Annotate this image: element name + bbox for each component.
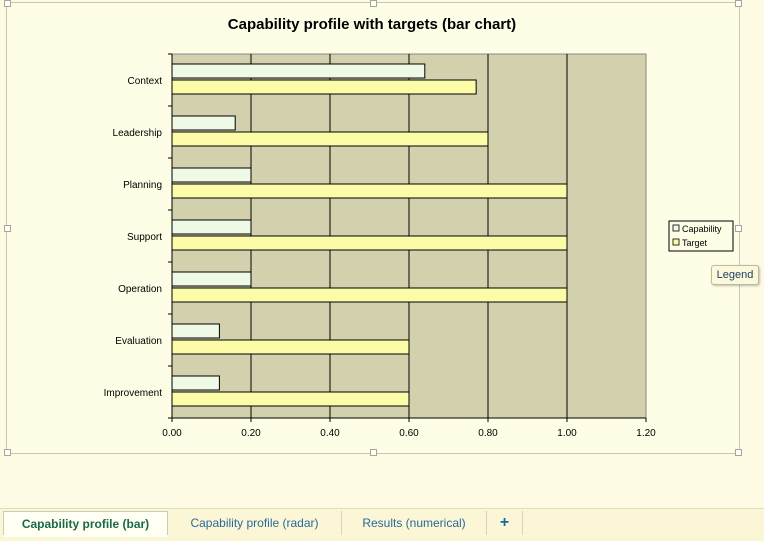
resize-handle-left[interactable] xyxy=(4,225,11,232)
bar-capability xyxy=(171,271,252,287)
bar-capability xyxy=(171,219,252,235)
bar-capability xyxy=(171,115,236,131)
bar-target xyxy=(171,79,477,95)
bar-capability xyxy=(171,167,252,183)
y-tick-label: Evaluation xyxy=(115,336,162,347)
bar-target xyxy=(171,235,568,251)
resize-handle-bottom-right[interactable] xyxy=(735,449,742,456)
x-tick-label: 0.80 xyxy=(478,428,498,439)
y-tick-label: Context xyxy=(128,76,163,87)
chart-title: Capability profile with targets (bar cha… xyxy=(228,16,516,33)
y-tick-label: Leadership xyxy=(113,128,163,139)
x-tick-label: 1.00 xyxy=(557,428,577,439)
resize-handle-top-right[interactable] xyxy=(735,0,742,7)
x-tick-label: 1.20 xyxy=(636,428,656,439)
legend-swatch-capability xyxy=(672,224,680,232)
y-tick-label: Improvement xyxy=(104,388,163,399)
tab-capability-profile-radar[interactable]: Capability profile (radar) xyxy=(168,511,342,535)
x-tick-label: 0.40 xyxy=(320,428,340,439)
legend-label-target: Target xyxy=(682,238,708,248)
tab-capability-profile-bar[interactable]: Capability profile (bar) xyxy=(3,511,168,535)
x-tick-label: 0.60 xyxy=(399,428,419,439)
resize-handle-top-left[interactable] xyxy=(4,0,11,7)
resize-handle-top[interactable] xyxy=(370,0,377,7)
bar-capability xyxy=(171,323,220,339)
legend-label-capability: Capability xyxy=(682,224,722,234)
legend-box xyxy=(668,220,734,252)
tab-results-numerical[interactable]: Results (numerical) xyxy=(342,511,487,535)
add-sheet-button[interactable]: + xyxy=(487,511,523,535)
bar-target xyxy=(171,183,568,199)
y-tick-label: Planning xyxy=(123,180,162,191)
y-tick-label: Operation xyxy=(118,284,162,295)
y-tick-label: Support xyxy=(127,232,162,243)
bar-target xyxy=(171,131,489,147)
resize-handle-bottom-left[interactable] xyxy=(4,449,11,456)
legend-tooltip: Legend xyxy=(711,265,759,285)
x-tick-label: 0.00 xyxy=(162,428,182,439)
bar-capability xyxy=(171,375,220,391)
bar-chart: Capability profile with targets (bar cha… xyxy=(104,16,734,439)
bar-capability xyxy=(171,63,426,79)
bar-target xyxy=(171,391,410,407)
bar-target xyxy=(171,287,568,303)
x-tick-label: 0.20 xyxy=(241,428,261,439)
resize-handle-right[interactable] xyxy=(735,225,742,232)
resize-handle-bottom[interactable] xyxy=(370,449,377,456)
sheet-tab-bar: Capability profile (bar) Capability prof… xyxy=(0,508,764,541)
legend-swatch-target xyxy=(672,238,680,246)
bar-target xyxy=(171,339,410,355)
